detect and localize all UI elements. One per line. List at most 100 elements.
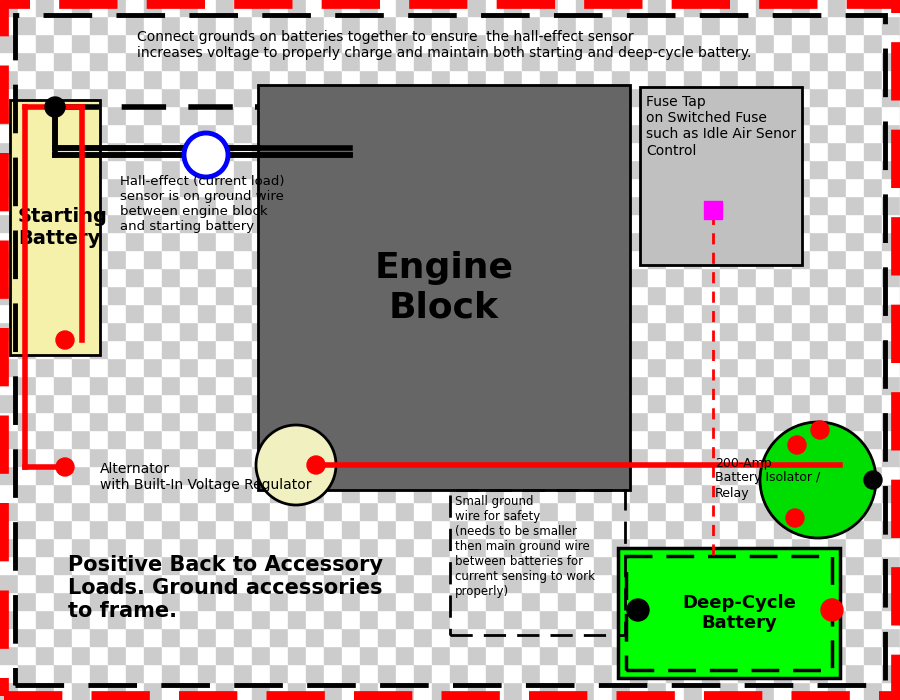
Bar bbox=[396, 358, 414, 376]
Bar bbox=[54, 430, 72, 448]
Bar bbox=[792, 340, 810, 358]
Bar bbox=[450, 178, 468, 196]
Bar bbox=[288, 394, 306, 412]
Bar bbox=[450, 16, 468, 34]
Bar bbox=[288, 196, 306, 214]
Bar bbox=[558, 358, 576, 376]
Bar bbox=[702, 538, 720, 556]
Bar bbox=[108, 214, 126, 232]
Bar bbox=[594, 268, 612, 286]
Bar bbox=[558, 394, 576, 412]
Bar bbox=[810, 304, 828, 322]
Bar bbox=[162, 340, 180, 358]
Bar bbox=[0, 394, 18, 412]
Bar bbox=[792, 214, 810, 232]
Bar bbox=[72, 124, 90, 142]
Bar bbox=[576, 412, 594, 430]
Bar bbox=[684, 538, 702, 556]
Bar bbox=[666, 628, 684, 646]
Bar bbox=[810, 430, 828, 448]
Bar bbox=[774, 52, 792, 70]
Bar bbox=[648, 502, 666, 520]
Bar bbox=[54, 124, 72, 142]
Bar bbox=[180, 214, 198, 232]
Bar bbox=[342, 412, 360, 430]
Bar bbox=[252, 448, 270, 466]
Bar bbox=[864, 124, 882, 142]
Bar bbox=[522, 412, 540, 430]
Bar bbox=[324, 412, 342, 430]
Bar bbox=[540, 340, 558, 358]
Bar bbox=[324, 304, 342, 322]
Bar bbox=[666, 592, 684, 610]
Bar bbox=[702, 124, 720, 142]
Bar bbox=[648, 34, 666, 52]
Bar bbox=[720, 250, 738, 268]
Bar bbox=[414, 160, 432, 178]
Bar bbox=[72, 70, 90, 88]
Bar bbox=[882, 322, 900, 340]
Bar bbox=[756, 232, 774, 250]
Bar bbox=[702, 646, 720, 664]
Bar bbox=[126, 628, 144, 646]
Bar bbox=[216, 286, 234, 304]
Bar bbox=[720, 196, 738, 214]
Bar bbox=[540, 466, 558, 484]
Bar bbox=[108, 34, 126, 52]
Bar bbox=[558, 448, 576, 466]
Bar bbox=[288, 556, 306, 574]
Bar bbox=[522, 34, 540, 52]
Bar bbox=[792, 160, 810, 178]
Bar bbox=[702, 610, 720, 628]
Bar bbox=[306, 0, 324, 16]
Bar bbox=[396, 142, 414, 160]
Bar bbox=[252, 484, 270, 502]
Bar bbox=[504, 16, 522, 34]
Bar bbox=[720, 0, 738, 16]
Bar bbox=[18, 322, 36, 340]
Bar bbox=[774, 124, 792, 142]
Bar bbox=[270, 232, 288, 250]
Bar bbox=[882, 430, 900, 448]
Bar bbox=[486, 430, 504, 448]
Bar bbox=[504, 70, 522, 88]
Bar bbox=[576, 142, 594, 160]
Bar bbox=[702, 340, 720, 358]
Bar bbox=[702, 448, 720, 466]
Circle shape bbox=[864, 471, 882, 489]
Bar bbox=[162, 502, 180, 520]
Bar bbox=[468, 214, 486, 232]
Bar bbox=[648, 358, 666, 376]
Bar bbox=[36, 268, 54, 286]
Bar bbox=[720, 286, 738, 304]
Bar bbox=[396, 160, 414, 178]
Bar bbox=[702, 322, 720, 340]
Bar bbox=[792, 106, 810, 124]
Bar bbox=[864, 196, 882, 214]
Bar bbox=[288, 0, 306, 16]
Bar bbox=[288, 502, 306, 520]
Bar bbox=[414, 124, 432, 142]
Bar bbox=[126, 430, 144, 448]
Bar bbox=[288, 160, 306, 178]
Bar bbox=[234, 250, 252, 268]
Bar bbox=[882, 106, 900, 124]
Bar bbox=[648, 340, 666, 358]
Bar bbox=[306, 232, 324, 250]
Bar bbox=[792, 412, 810, 430]
Bar bbox=[702, 628, 720, 646]
Bar bbox=[720, 646, 738, 664]
Bar bbox=[774, 322, 792, 340]
Bar bbox=[630, 466, 648, 484]
Bar bbox=[324, 430, 342, 448]
Bar bbox=[864, 376, 882, 394]
Bar bbox=[72, 394, 90, 412]
Bar bbox=[36, 412, 54, 430]
Bar bbox=[54, 484, 72, 502]
Bar bbox=[540, 412, 558, 430]
Bar bbox=[270, 142, 288, 160]
Bar bbox=[810, 268, 828, 286]
Bar bbox=[414, 682, 432, 700]
Bar bbox=[342, 124, 360, 142]
Bar bbox=[432, 592, 450, 610]
